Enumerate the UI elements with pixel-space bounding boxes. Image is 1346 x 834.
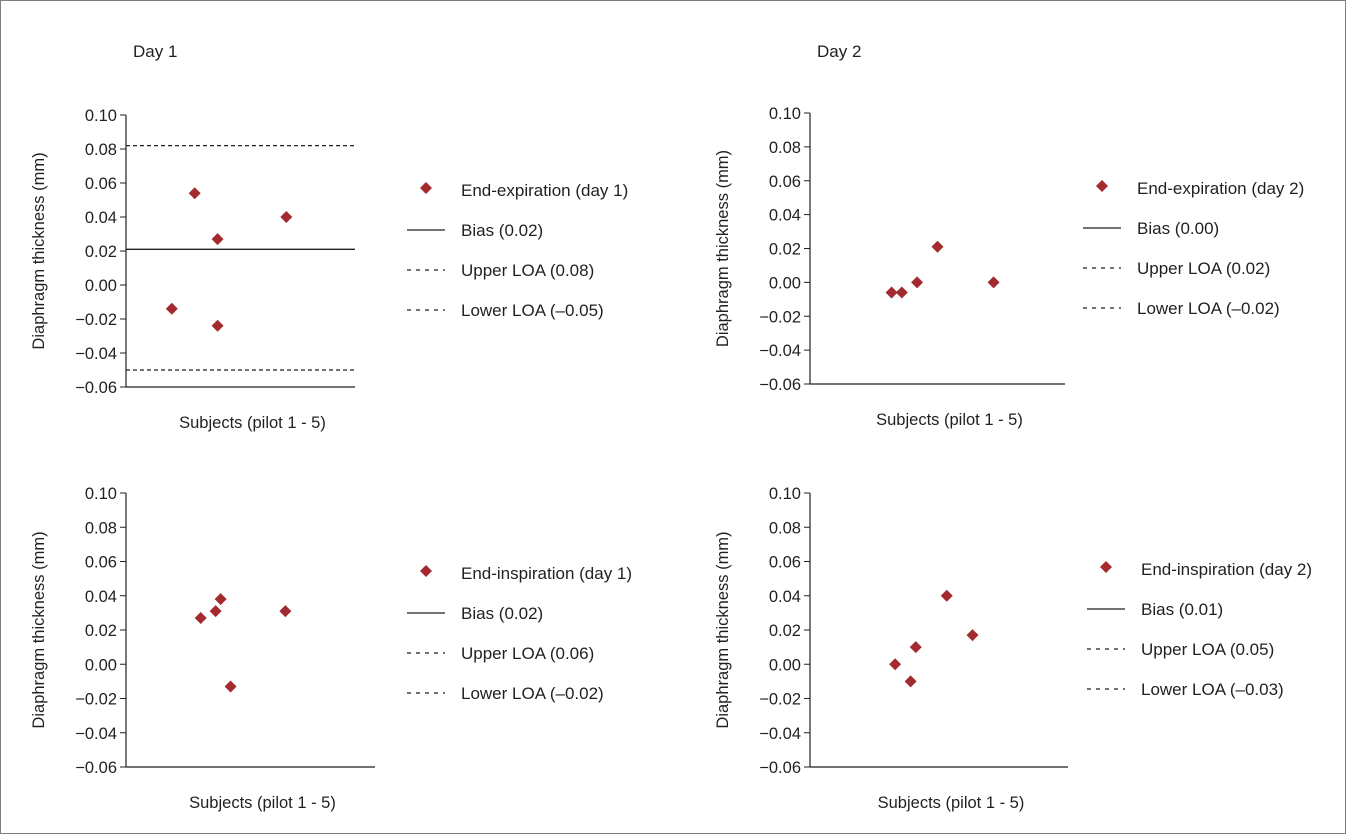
chart-panel-1: 0.10 0.08 0.06 0.04 0.02 0.00 −0.02 −0.04 −0.06 D… xyxy=(30,107,628,432)
y-tick-label: 0.08 xyxy=(769,139,801,157)
y-tick-label: 0.06 xyxy=(769,554,801,572)
data-point xyxy=(188,187,201,200)
chart-panel-3: 0.10 0.08 0.06 0.04 0.02 0.00 −0.02 −0.04 −0.06 D… xyxy=(30,485,632,812)
legend-marker-swatch xyxy=(420,182,432,194)
y-tick-label: 0.10 xyxy=(85,107,117,125)
data-point xyxy=(209,605,222,618)
legend-label: Bias (0.00) xyxy=(1137,219,1219,238)
y-tick-label: 0.06 xyxy=(85,175,117,193)
y-tick-label: −0.06 xyxy=(759,376,801,394)
y-tick-label: −0.04 xyxy=(75,725,117,743)
data-point xyxy=(904,675,917,688)
y-tick-label: −0.06 xyxy=(759,759,801,777)
legend-label: End-inspiration (day 2) xyxy=(1141,560,1312,579)
legend-label: Upper LOA (0.02) xyxy=(1137,259,1270,278)
y-tick-label: 0.00 xyxy=(85,277,117,295)
legend-label: End-inspiration (day 1) xyxy=(461,564,632,583)
day2-header: Day 2 xyxy=(817,42,861,61)
y-tick-label: 0.08 xyxy=(85,519,117,537)
x-axis-title: Subjects (pilot 1 - 5) xyxy=(878,794,1025,812)
data-point xyxy=(931,240,944,253)
y-tick-label: 0.10 xyxy=(769,485,801,503)
legend-label: Upper LOA (0.05) xyxy=(1141,640,1274,659)
y-tick-label: 0.00 xyxy=(769,656,801,674)
legend-marker-swatch xyxy=(1096,180,1108,192)
y-tick-label: 0.04 xyxy=(769,588,801,606)
y-tick-label: 0.10 xyxy=(769,105,801,123)
legend-label: Lower LOA (–0.03) xyxy=(1141,680,1284,699)
data-point xyxy=(165,302,178,315)
legend-label: End-expiration (day 2) xyxy=(1137,179,1304,198)
data-point xyxy=(940,589,953,602)
y-tick-label: 0.04 xyxy=(769,207,801,225)
y-axis-title: Diaphragm thickness (mm) xyxy=(30,531,48,728)
chart-panel-2: 0.10 0.08 0.06 0.04 0.02 0.00 −0.02 −0.04 −0.06 D… xyxy=(714,105,1304,429)
y-tick-label: 0.00 xyxy=(769,274,801,292)
y-tick-label: 0.10 xyxy=(85,485,117,503)
y-tick-label: −0.06 xyxy=(75,759,117,777)
data-point xyxy=(895,286,908,299)
legend-label: Lower LOA (–0.02) xyxy=(461,684,604,703)
data-point xyxy=(909,641,922,654)
legend-marker-swatch xyxy=(420,565,432,577)
legend-marker-swatch xyxy=(1100,561,1112,573)
y-axis-title: Diaphragm thickness (mm) xyxy=(714,150,732,347)
x-axis-title: Subjects (pilot 1 - 5) xyxy=(179,414,326,432)
data-point xyxy=(966,629,979,642)
day1-header: Day 1 xyxy=(133,42,177,61)
y-tick-label: −0.04 xyxy=(75,345,117,363)
y-tick-label: 0.04 xyxy=(85,588,117,606)
legend-label: Bias (0.02) xyxy=(461,221,543,240)
data-point xyxy=(280,211,293,223)
data-point xyxy=(211,319,224,332)
y-tick-label: 0.02 xyxy=(769,622,801,640)
y-tick-label: 0.02 xyxy=(769,241,801,259)
y-tick-label: 0.00 xyxy=(85,656,117,674)
legend-label: End-expiration (day 1) xyxy=(461,181,628,200)
data-point xyxy=(194,612,207,625)
y-tick-label: −0.06 xyxy=(75,379,117,397)
data-point xyxy=(987,276,1000,289)
legend-label: Bias (0.02) xyxy=(461,604,543,623)
legend-label: Upper LOA (0.06) xyxy=(461,644,594,663)
legend-label: Lower LOA (–0.05) xyxy=(461,301,604,320)
x-axis-title: Subjects (pilot 1 - 5) xyxy=(189,794,336,812)
data-point xyxy=(211,233,224,246)
y-tick-label: 0.02 xyxy=(85,622,117,640)
y-tick-label: −0.02 xyxy=(759,691,801,709)
legend-label: Upper LOA (0.08) xyxy=(461,261,594,280)
y-tick-label: −0.04 xyxy=(759,342,801,360)
data-point xyxy=(224,680,237,693)
y-tick-label: −0.02 xyxy=(75,311,117,329)
data-point xyxy=(911,276,924,289)
x-axis-title: Subjects (pilot 1 - 5) xyxy=(876,411,1023,429)
data-point xyxy=(279,605,292,618)
chart-panel-4: 0.10 0.08 0.06 0.04 0.02 0.00 −0.02 −0.04 −0.06 D… xyxy=(714,485,1312,812)
y-tick-label: 0.06 xyxy=(85,554,117,572)
y-tick-label: −0.04 xyxy=(759,725,801,743)
y-tick-label: 0.08 xyxy=(85,141,117,159)
data-point xyxy=(214,593,227,606)
y-tick-label: 0.04 xyxy=(85,209,117,227)
y-tick-label: 0.08 xyxy=(769,519,801,537)
legend-label: Bias (0.01) xyxy=(1141,600,1223,619)
y-tick-label: −0.02 xyxy=(75,691,117,709)
data-point xyxy=(885,286,898,299)
data-point xyxy=(889,658,902,671)
y-axis-title: Diaphragm thickness (mm) xyxy=(714,531,732,728)
y-tick-label: 0.06 xyxy=(769,173,801,191)
y-tick-label: −0.02 xyxy=(759,308,801,326)
y-axis-title: Diaphragm thickness (mm) xyxy=(30,152,48,349)
y-tick-label: 0.02 xyxy=(85,243,117,261)
legend-label: Lower LOA (–0.02) xyxy=(1137,299,1280,318)
